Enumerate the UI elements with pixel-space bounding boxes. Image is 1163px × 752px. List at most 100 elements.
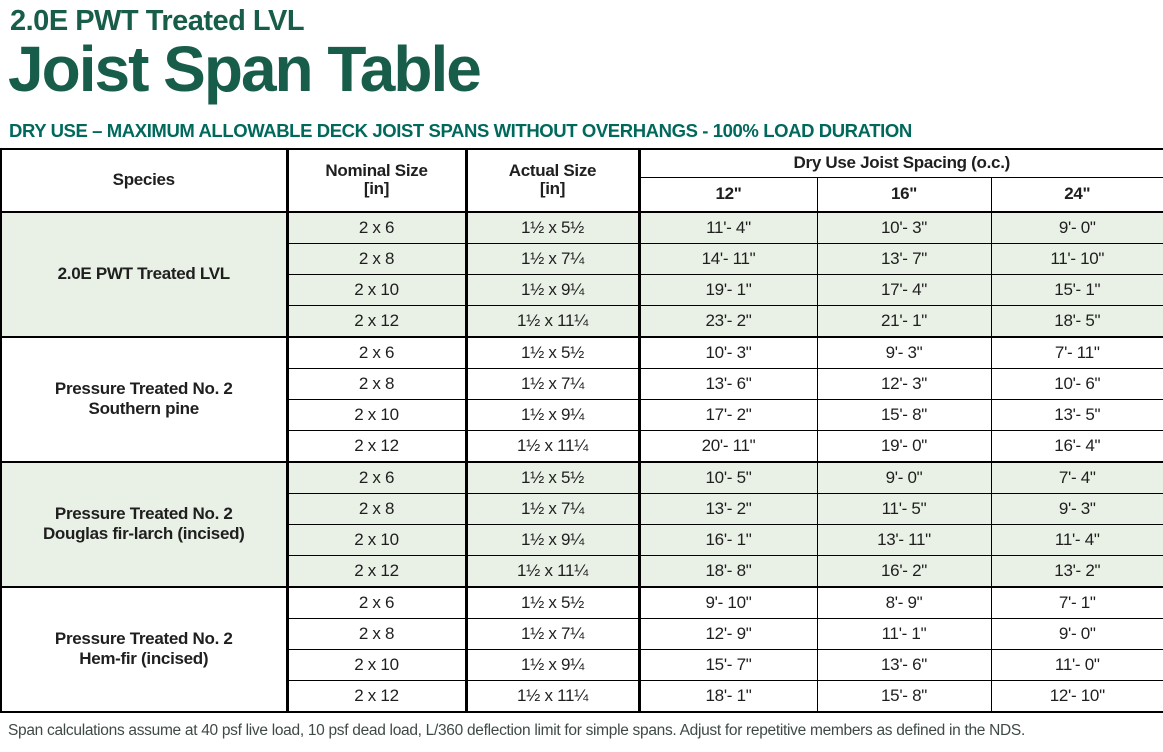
table-row: 2 x 8 1½ x 7¼ 14'- 11" 13'- 7" 11'- 10" [1, 242, 1163, 275]
cell-s12: 15'- 7" [637, 648, 818, 681]
cell-actual: 1½ x 7¼ [464, 617, 640, 650]
table-header: Species Nominal Size [in] Actual Size [i… [0, 148, 1163, 213]
cell-nominal: 2 x 8 [285, 367, 467, 400]
cell-nominal: 2 x 6 [285, 585, 467, 619]
page-title: Joist Span Table [8, 33, 482, 106]
table-row: 2 x 12 1½ x 11¼ 23'- 2" 21'- 1" 18'- 5" [1, 304, 1163, 338]
cell-nominal: 2 x 6 [285, 460, 467, 494]
cell-s16: 21'- 1" [816, 304, 992, 338]
cell-s24: 15'- 1" [990, 273, 1163, 306]
table-row: Pressure Treated No. 2 Douglas fir-larch … [0, 460, 1163, 588]
table-row: 2 x 12 1½ x 11¼ 18'- 8" 16'- 2" 13'- 2" [1, 554, 1163, 588]
cell-s16: 13'- 6" [816, 648, 992, 681]
cell-actual: 1½ x 5½ [464, 585, 640, 619]
cell-s12: 14'- 11" [637, 242, 818, 275]
cell-s12: 18'- 1" [637, 679, 818, 713]
species-line1: Pressure Treated No. 2 [54, 379, 233, 399]
cell-s16: 15'- 8" [816, 398, 992, 431]
cell-s24: 9'- 3" [990, 492, 1163, 525]
cell-s16: 13'- 11" [816, 523, 992, 556]
cell-nominal: 2 x 8 [285, 492, 467, 525]
table-caption: DRY USE – MAXIMUM ALLOWABLE DECK JOIST S… [9, 119, 912, 141]
header-spacing-12: 12" [637, 176, 818, 213]
cell-s16: 9'- 0" [816, 460, 992, 494]
table-row: 2 x 10 1½ x 9¼ 15'- 7" 13'- 6" 11'- 0" [1, 648, 1163, 681]
cell-nominal: 2 x 6 [285, 210, 467, 244]
cell-s12: 16'- 1" [637, 523, 818, 556]
table-row: Pressure Treated No. 2 Hem-fir (incised) 2… [0, 585, 1163, 713]
cell-s16: 8'- 9" [816, 585, 992, 619]
species-line1: Pressure Treated No. 2 [54, 629, 233, 649]
species-line2: Hem-fir (incised) [79, 649, 209, 669]
cell-s12: 12'- 9" [637, 617, 818, 650]
cell-s12: 13'- 6" [637, 367, 818, 400]
cell-s12: 9'- 10" [637, 585, 818, 619]
cell-nominal: 2 x 10 [285, 398, 467, 431]
cell-s12: 23'- 2" [637, 304, 818, 338]
cell-s16: 15'- 8" [816, 679, 992, 713]
cell-s12: 10'- 3" [637, 335, 818, 369]
cell-nominal: 2 x 8 [285, 617, 467, 650]
cell-nominal: 2 x 8 [285, 242, 467, 275]
cell-s24: 7'- 4" [990, 460, 1163, 494]
doc-kicker: 2.0E PWT Treated LVL [10, 5, 305, 37]
species-line2: Southern pine [88, 399, 200, 419]
cell-s12: 18'- 8" [637, 554, 818, 588]
cell-nominal: 2 x 10 [285, 273, 467, 306]
cell-actual: 1½ x 11¼ [464, 429, 640, 463]
species-line2: Douglas fir-larch (incised) [42, 524, 245, 544]
cell-actual: 1½ x 7¼ [464, 367, 640, 400]
cell-nominal: 2 x 10 [285, 523, 467, 556]
cell-s16: 17'- 4" [816, 273, 992, 306]
cell-nominal: 2 x 12 [285, 429, 467, 463]
header-nominal-line2: [in] [363, 179, 390, 199]
table-row: 2 x 10 1½ x 9¼ 19'- 1" 17'- 4" 15'- 1" [1, 273, 1163, 306]
cell-actual: 1½ x 11¼ [464, 554, 640, 588]
joist-span-table: Species Nominal Size [in] Actual Size [i… [0, 147, 1163, 713]
cell-s24: 12'- 10" [990, 679, 1163, 713]
cell-nominal: 2 x 10 [285, 648, 467, 681]
cell-s24: 16'- 4" [990, 429, 1163, 463]
species-cell: Pressure Treated No. 2 Southern pine [0, 335, 288, 463]
header-nominal-line1: Nominal Size [325, 160, 428, 180]
cell-actual: 1½ x 5½ [464, 460, 640, 494]
cell-s12: 11'- 4" [637, 210, 818, 244]
header-spacing-16: 16" [816, 176, 992, 213]
cell-s16: 11'- 5" [816, 492, 992, 525]
table-row: 2 x 10 1½ x 9¼ 16'- 1" 13'- 11" 11'- 4" [1, 523, 1163, 556]
species-cell: 2.0E PWT Treated LVL [0, 210, 288, 338]
cell-actual: 1½ x 7¼ [464, 492, 640, 525]
cell-s24: 9'- 0" [990, 617, 1163, 650]
header-nominal-size: Nominal Size [in] [285, 148, 467, 213]
header-species: Species [0, 148, 288, 213]
cell-s16: 19'- 0" [816, 429, 992, 463]
species-cell: Pressure Treated No. 2 Hem-fir (incised) [0, 585, 288, 713]
cell-actual: 1½ x 11¼ [464, 679, 640, 713]
cell-s24: 18'- 5" [990, 304, 1163, 338]
species-cell: Pressure Treated No. 2 Douglas fir-larch … [0, 460, 288, 588]
cell-s24: 10'- 6" [990, 367, 1163, 400]
table-row: Pressure Treated No. 2 Southern pine 2 x 6… [0, 335, 1163, 463]
cell-s12: 10'- 5" [637, 460, 818, 494]
cell-nominal: 2 x 12 [285, 304, 467, 338]
cell-actual: 1½ x 11¼ [464, 304, 640, 338]
cell-s24: 7'- 11" [990, 335, 1163, 369]
cell-actual: 1½ x 9¼ [464, 523, 640, 556]
cell-s12: 17'- 2" [637, 398, 818, 431]
cell-s16: 13'- 7" [816, 242, 992, 275]
cell-s16: 12'- 3" [816, 367, 992, 400]
cell-actual: 1½ x 5½ [464, 210, 640, 244]
header-actual-line1: Actual Size [508, 160, 597, 180]
header-actual-size: Actual Size [in] [464, 148, 640, 213]
table-row: 2 x 12 1½ x 11¼ 18'- 1" 15'- 8" 12'- 10" [1, 679, 1163, 713]
cell-nominal: 2 x 12 [285, 554, 467, 588]
footnote: Span calculations assume at 40 psf live … [8, 721, 1025, 739]
cell-actual: 1½ x 9¼ [464, 273, 640, 306]
header-spacing-group: Dry Use Joist Spacing (o.c.) [637, 148, 1163, 178]
cell-s16: 11'- 1" [816, 617, 992, 650]
table-row: 2 x 12 1½ x 11¼ 20'- 11" 19'- 0" 16'- 4" [1, 429, 1163, 463]
table-row: 2 x 10 1½ x 9¼ 17'- 2" 15'- 8" 13'- 5" [1, 398, 1163, 431]
cell-s12: 13'- 2" [637, 492, 818, 525]
species-line1: 2.0E PWT Treated LVL [57, 264, 231, 284]
cell-s16: 9'- 3" [816, 335, 992, 369]
